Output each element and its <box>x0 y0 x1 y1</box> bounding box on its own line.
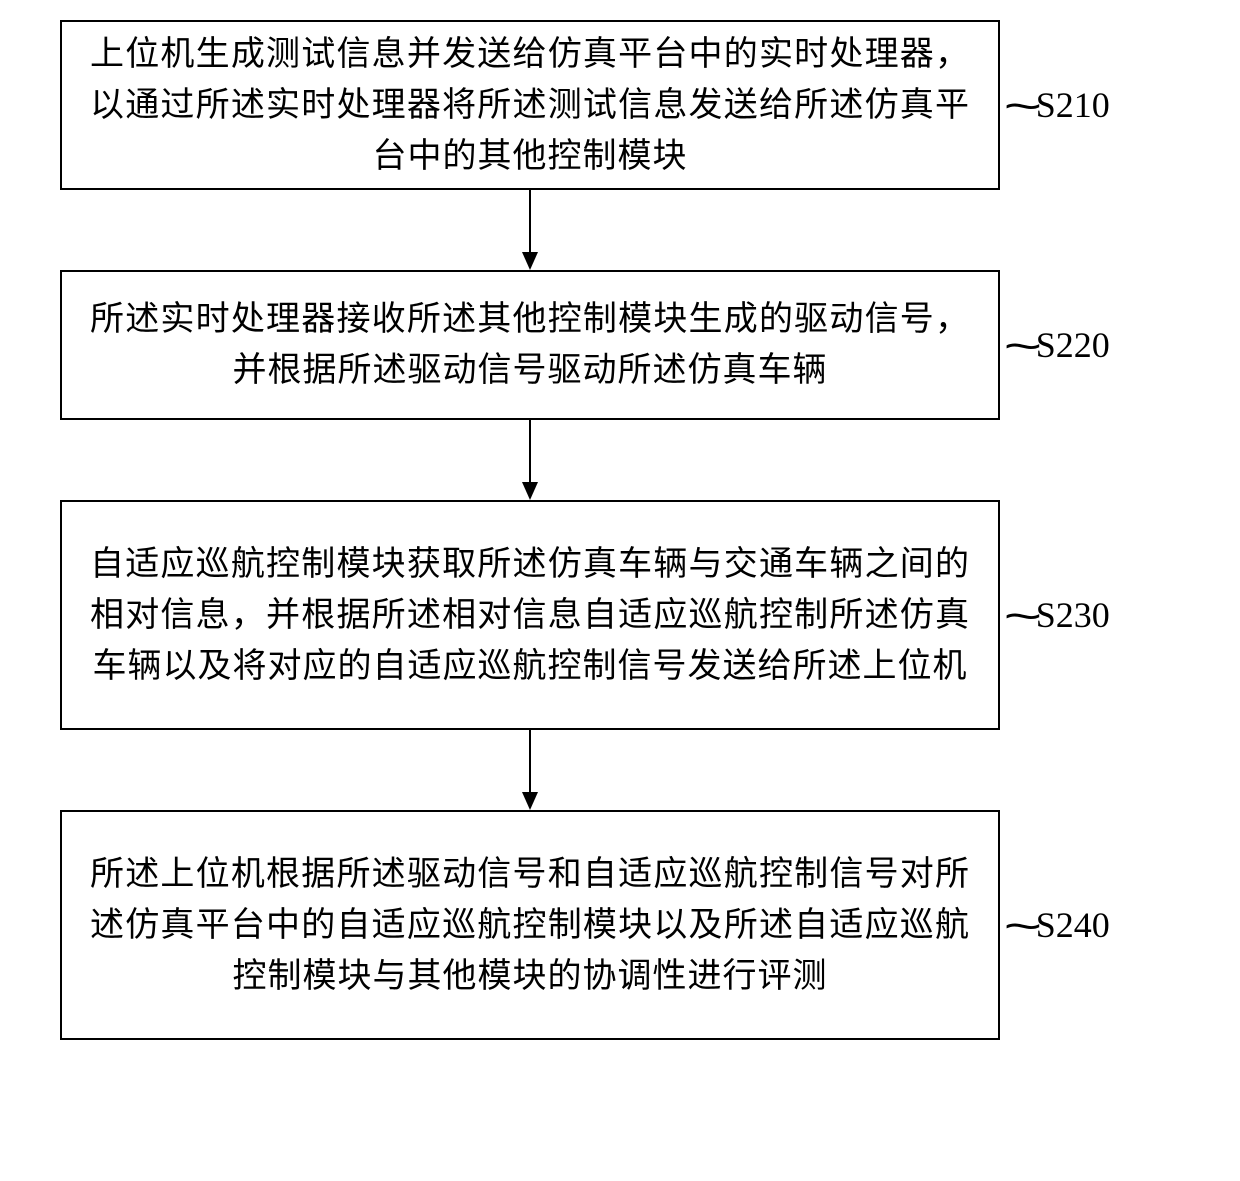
flow-step-s230: 自适应巡航控制模块获取所述仿真车辆与交通车辆之间的相对信息，并根据所述相对信息自… <box>60 500 1180 730</box>
tilde-icon: ~ <box>1004 905 1043 949</box>
arrow-1 <box>60 190 1000 270</box>
flow-step-s220: 所述实时处理器接收所述其他控制模块生成的驱动信号，并根据所述驱动信号驱动所述仿真… <box>60 270 1180 420</box>
flow-text-s240: 所述上位机根据所述驱动信号和自适应巡航控制信号对所述仿真平台中的自适应巡航控制模… <box>90 849 970 1002</box>
flow-box-s210: 上位机生成测试信息并发送给仿真平台中的实时处理器，以通过所述实时处理器将所述测试… <box>60 20 1000 190</box>
step-connector-s230: ~ <box>1010 595 1036 635</box>
arrow-2 <box>60 420 1000 500</box>
flow-text-s210: 上位机生成测试信息并发送给仿真平台中的实时处理器，以通过所述实时处理器将所述测试… <box>90 29 970 182</box>
step-connector-s240: ~ <box>1010 905 1036 945</box>
arrow-down-icon <box>518 420 542 500</box>
step-label-s220: S220 <box>1036 324 1110 366</box>
flow-step-s240: 所述上位机根据所述驱动信号和自适应巡航控制信号对所述仿真平台中的自适应巡航控制模… <box>60 810 1180 1040</box>
step-label-s230: S230 <box>1036 594 1110 636</box>
tilde-icon: ~ <box>1004 325 1043 369</box>
arrow-down-icon <box>518 730 542 810</box>
step-label-s210: S210 <box>1036 84 1110 126</box>
flow-box-s220: 所述实时处理器接收所述其他控制模块生成的驱动信号，并根据所述驱动信号驱动所述仿真… <box>60 270 1000 420</box>
flowchart-container: 上位机生成测试信息并发送给仿真平台中的实时处理器，以通过所述实时处理器将所述测试… <box>60 20 1180 1040</box>
step-connector-s210: ~ <box>1010 85 1036 125</box>
flow-box-s240: 所述上位机根据所述驱动信号和自适应巡航控制信号对所述仿真平台中的自适应巡航控制模… <box>60 810 1000 1040</box>
flow-text-s230: 自适应巡航控制模块获取所述仿真车辆与交通车辆之间的相对信息，并根据所述相对信息自… <box>90 539 970 692</box>
tilde-icon: ~ <box>1004 595 1043 639</box>
arrow-3 <box>60 730 1000 810</box>
flow-step-s210: 上位机生成测试信息并发送给仿真平台中的实时处理器，以通过所述实时处理器将所述测试… <box>60 20 1180 190</box>
flow-text-s220: 所述实时处理器接收所述其他控制模块生成的驱动信号，并根据所述驱动信号驱动所述仿真… <box>90 294 970 396</box>
tilde-icon: ~ <box>1004 85 1043 129</box>
step-label-s240: S240 <box>1036 904 1110 946</box>
flow-box-s230: 自适应巡航控制模块获取所述仿真车辆与交通车辆之间的相对信息，并根据所述相对信息自… <box>60 500 1000 730</box>
arrow-down-icon <box>518 190 542 270</box>
step-connector-s220: ~ <box>1010 325 1036 365</box>
